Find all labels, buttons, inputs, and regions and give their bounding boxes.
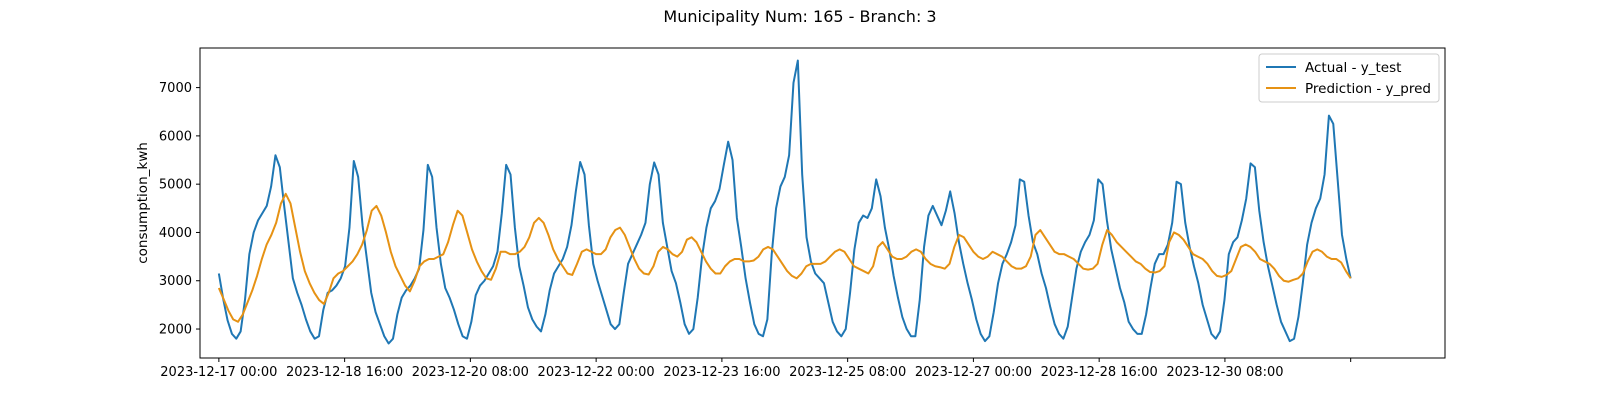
legend-box xyxy=(1258,53,1440,103)
legend: Actual - y_test Prediction - y_pred xyxy=(1258,53,1440,103)
y-tick-label: 3000 xyxy=(159,274,192,289)
legend-label-prediction: Prediction - y_pred xyxy=(1305,81,1431,97)
y-axis-label: consumption_kwh xyxy=(135,142,151,264)
y-tick-label: 6000 xyxy=(159,129,192,144)
series-line-prediction xyxy=(217,192,1352,323)
x-tick-label: 2023-12-23 16:00 xyxy=(663,365,780,380)
x-tick-label: 2023-12-27 00:00 xyxy=(915,365,1032,380)
x-tick-label: 2023-12-17 00:00 xyxy=(160,365,277,380)
x-axis: 2023-12-17 00:00 2023-12-18 16:00 2023-12-… xyxy=(160,358,1352,380)
series-layer xyxy=(217,59,1352,345)
y-tick-label: 4000 xyxy=(159,226,192,241)
y-tick-label: 5000 xyxy=(159,178,192,193)
x-tick-label: 2023-12-18 16:00 xyxy=(286,365,403,380)
series-line-actual xyxy=(217,59,1352,345)
x-tick-label: 2023-12-20 08:00 xyxy=(412,365,529,380)
x-tick-label: 2023-12-25 08:00 xyxy=(789,365,906,380)
x-tick-label: 2023-12-22 00:00 xyxy=(538,365,655,380)
chart-title: Municipality Num: 165 - Branch: 3 xyxy=(663,7,936,26)
y-tick-label: 7000 xyxy=(159,81,192,96)
x-tick-label: 2023-12-30 08:00 xyxy=(1166,365,1283,380)
y-axis: 2000 3000 4000 5000 6000 7000 xyxy=(159,81,200,338)
plot-area xyxy=(199,47,1446,359)
y-tick-label: 2000 xyxy=(159,323,192,338)
x-tick-label: 2023-12-28 16:00 xyxy=(1041,365,1158,380)
legend-label-actual: Actual - y_test xyxy=(1305,60,1401,76)
